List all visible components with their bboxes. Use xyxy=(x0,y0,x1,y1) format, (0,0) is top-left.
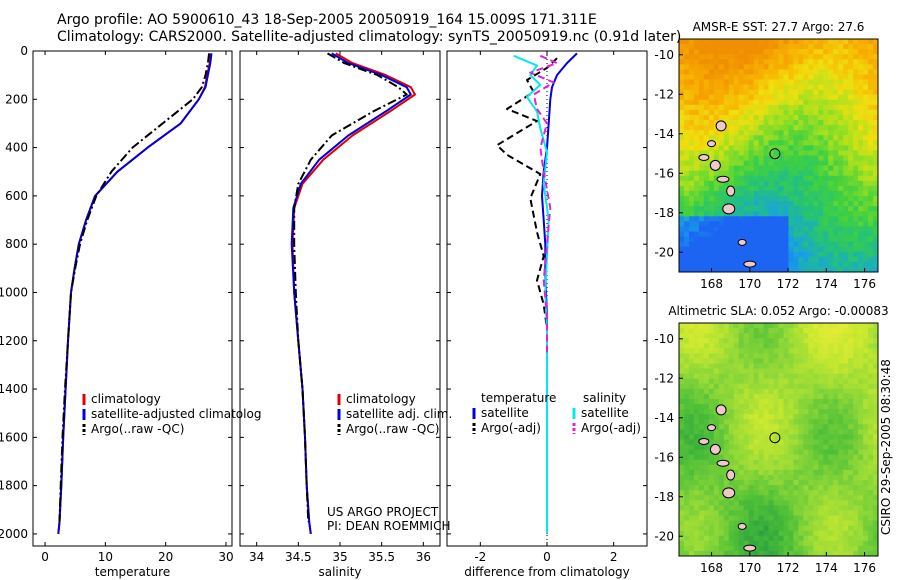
x-tick-label: -2 xyxy=(474,550,486,564)
x-tick-label: 34 xyxy=(249,550,264,564)
island-shape xyxy=(743,544,757,552)
credit-stamp: CSIRO 29-Sep-2005 08:30:48 xyxy=(879,359,893,535)
y-tick-label: 0 xyxy=(20,44,28,58)
diff-legend-sal-argo-label: Argo(-adj) xyxy=(581,421,641,435)
island-shape xyxy=(698,153,710,161)
island-shape xyxy=(707,424,717,432)
map-y-tick-label: -10 xyxy=(654,48,674,62)
series-line-argo-raw-qc- xyxy=(58,53,211,522)
diff-legend-sal-satellite-label: satellite xyxy=(581,406,629,420)
island-shape xyxy=(726,469,736,481)
island-shape xyxy=(716,175,730,183)
island-shape xyxy=(722,487,736,499)
y-tick-label: 1600 xyxy=(0,430,28,444)
x-tick-label: 36 xyxy=(416,550,431,564)
argo-float-marker xyxy=(769,432,781,444)
map-x-tick-label: 170 xyxy=(738,277,761,291)
map-y-tick-label: -10 xyxy=(654,332,674,346)
map-x-tick-label: 176 xyxy=(853,277,876,291)
map-y-tick-label: -12 xyxy=(654,371,674,385)
map-x-tick-label: 172 xyxy=(777,561,800,575)
x-axis-label: salinity xyxy=(318,565,361,579)
y-tick-label: 600 xyxy=(5,189,28,203)
x-axis-label: temperature xyxy=(95,565,170,579)
map-y-tick-label: -20 xyxy=(654,529,674,543)
argo-float-marker xyxy=(769,148,781,160)
temp-legend-item-2-label: Argo(..raw -QC) xyxy=(91,422,184,436)
map-x-tick-label: 176 xyxy=(853,561,876,575)
island-shape xyxy=(743,260,757,268)
map-frame-sla-map xyxy=(678,322,879,557)
map-x-tick-label: 172 xyxy=(777,277,800,291)
temp-legend-item-0-label: climatology xyxy=(91,392,161,406)
map-x-tick-label: 174 xyxy=(815,561,838,575)
x-axis-label: difference from climatology xyxy=(464,565,630,579)
y-tick-label: 1800 xyxy=(0,479,28,493)
pi-label: PI: DEAN ROEMMICH xyxy=(327,519,450,533)
diff-legend-salinity-heading: salinity xyxy=(583,391,626,405)
y-tick-label: 400 xyxy=(5,141,28,155)
y-tick-label: 800 xyxy=(5,237,28,251)
x-tick-label: 34.5 xyxy=(285,550,312,564)
island-shape xyxy=(715,120,727,132)
island-shape xyxy=(722,203,736,215)
temp-legend-item-1-label: satellite-adjusted climatolog xyxy=(91,407,261,421)
map-x-tick-label: 170 xyxy=(738,561,761,575)
y-tick-label: 1000 xyxy=(0,285,28,299)
island-shape xyxy=(716,459,730,467)
island-shape xyxy=(715,404,727,416)
map-x-tick-label: 168 xyxy=(700,277,723,291)
y-tick-label: 200 xyxy=(5,92,28,106)
map-x-tick-label: 168 xyxy=(700,561,723,575)
map-y-tick-label: -16 xyxy=(654,166,674,180)
map-y-tick-label: -14 xyxy=(654,127,674,141)
x-tick-label: 35 xyxy=(332,550,347,564)
title-line-2: Climatology: CARS2000. Satellite-adjuste… xyxy=(57,29,682,45)
x-tick-label: 35.5 xyxy=(368,550,395,564)
map-y-tick-label: -20 xyxy=(654,245,674,259)
y-tick-label: 2000 xyxy=(0,527,28,541)
map-y-tick-label: -12 xyxy=(654,87,674,101)
plot-frame-salinity xyxy=(239,50,441,547)
diff-legend-temp-satellite-label: satellite xyxy=(481,406,529,420)
project-label: US ARGO PROJECT xyxy=(327,505,439,519)
x-tick-label: 0 xyxy=(41,550,49,564)
series-line-argo-raw-qc- xyxy=(293,52,408,522)
island-shape xyxy=(707,140,717,148)
y-tick-label: 1200 xyxy=(0,334,28,348)
heatmap-cells-sla-map xyxy=(679,323,879,557)
x-tick-label: 2 xyxy=(610,550,618,564)
island-shape xyxy=(709,443,721,455)
x-tick-label: 0 xyxy=(543,550,551,564)
map-y-tick-label: -16 xyxy=(654,450,674,464)
island-shape xyxy=(737,522,747,530)
x-tick-label: 20 xyxy=(158,550,173,564)
island-shape xyxy=(698,437,710,445)
map-frame-sst-map xyxy=(678,38,879,273)
map-title-sst-map: AMSR-E SST: 27.7 Argo: 27.6 xyxy=(693,20,865,34)
heatmap-cells-sst-map xyxy=(679,39,879,273)
map-title-sla-map: Altimetric SLA: 0.052 Argo: -0.00083 xyxy=(668,304,888,318)
island-shape xyxy=(709,159,721,171)
map-y-tick-label: -18 xyxy=(654,490,674,504)
y-tick-label: 1400 xyxy=(0,382,28,396)
map-x-tick-label: 174 xyxy=(815,277,838,291)
x-tick-label: 30 xyxy=(218,550,233,564)
sal-legend-item-2-label: Argo(..raw -QC) xyxy=(346,422,439,436)
map-y-tick-label: -18 xyxy=(654,206,674,220)
sal-legend-item-0-label: climatology xyxy=(346,392,416,406)
plot-frame-temperature xyxy=(32,50,233,547)
island-shape xyxy=(737,238,747,246)
island-shape xyxy=(726,185,736,197)
sal-legend-item-1-label: satellite adj. clim. xyxy=(346,407,452,421)
x-tick-label: 10 xyxy=(98,550,113,564)
diff-legend-temp-argo-label: Argo(-adj) xyxy=(481,421,541,435)
map-y-tick-label: -14 xyxy=(654,411,674,425)
title-line-1: Argo profile: AO 5900610_43 18-Sep-2005 … xyxy=(57,12,597,28)
series-line-salinity-argo-adj- xyxy=(529,54,558,353)
diff-legend-temperature-heading: temperature xyxy=(481,391,556,405)
